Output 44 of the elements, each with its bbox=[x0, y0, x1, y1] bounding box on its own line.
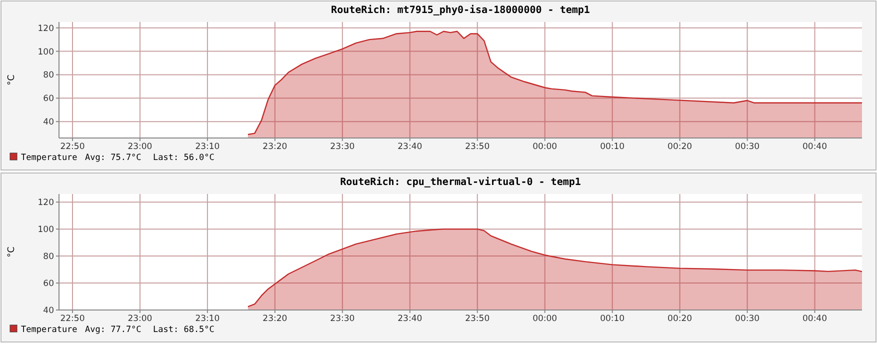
x-tick-label: 00:40 bbox=[802, 314, 828, 324]
x-tick-label: 23:10 bbox=[195, 142, 220, 152]
x-tick-label: 00:20 bbox=[668, 314, 692, 324]
x-tick-label: 00:00 bbox=[532, 314, 558, 324]
chart-title: RouteRich: cpu_thermal-virtual-0 - temp1 bbox=[340, 176, 581, 188]
y-tick-label: 60 bbox=[43, 279, 54, 290]
legend-label: Temperature bbox=[21, 153, 78, 163]
x-tick-label: 23:20 bbox=[262, 314, 288, 324]
legend-label: Temperature bbox=[21, 325, 78, 335]
x-tick-label: 23:50 bbox=[465, 314, 490, 324]
y-tick-label: 80 bbox=[43, 70, 54, 81]
x-tick-label: 23:40 bbox=[398, 314, 422, 324]
x-tick-label: 23:30 bbox=[330, 142, 355, 152]
x-tick-label: 23:50 bbox=[465, 142, 490, 152]
text: Avg: 77.7°C bbox=[85, 325, 142, 335]
y-tick-label: 80 bbox=[43, 252, 54, 262]
y-tick-label: 40 bbox=[43, 118, 54, 128]
x-tick-label: 00:20 bbox=[668, 142, 692, 152]
y-tick-label: 60 bbox=[43, 94, 54, 104]
x-tick-label: 22:50 bbox=[60, 142, 85, 152]
y-tick-label: 120 bbox=[38, 24, 54, 34]
x-tick-label: 23:20 bbox=[262, 142, 288, 152]
y-tick-label: 120 bbox=[38, 198, 54, 208]
x-tick-label: 00:10 bbox=[600, 314, 625, 324]
x-tick-label: 23:40 bbox=[398, 142, 422, 152]
x-tick-label: 00:10 bbox=[600, 142, 625, 152]
x-tick-label: 22:50 bbox=[60, 314, 85, 324]
x-tick-label: 23:10 bbox=[195, 314, 220, 324]
y-axis-title: °C bbox=[7, 246, 17, 258]
x-tick-label: 00:30 bbox=[735, 142, 760, 152]
x-tick-label: 00:30 bbox=[735, 314, 760, 324]
x-tick-label: 23:30 bbox=[330, 314, 355, 324]
x-tick-label: 00:40 bbox=[802, 142, 828, 152]
x-tick-label: 00:00 bbox=[532, 142, 558, 152]
text: Avg: 75.7°C bbox=[85, 153, 142, 163]
y-tick-label: 40 bbox=[43, 306, 54, 316]
chart-title: RouteRich: mt7915_phy0-isa-18000000 - temp1 bbox=[331, 4, 590, 16]
x-tick-label: 23:00 bbox=[128, 314, 152, 324]
y-axis-title: °C bbox=[7, 74, 17, 86]
y-tick-label: 100 bbox=[38, 225, 54, 236]
x-tick-label: 23:00 bbox=[128, 142, 152, 152]
text: Last: 56.0°C bbox=[153, 153, 214, 163]
text: Last: 68.5°C bbox=[153, 325, 214, 335]
y-tick-label: 100 bbox=[38, 47, 54, 58]
